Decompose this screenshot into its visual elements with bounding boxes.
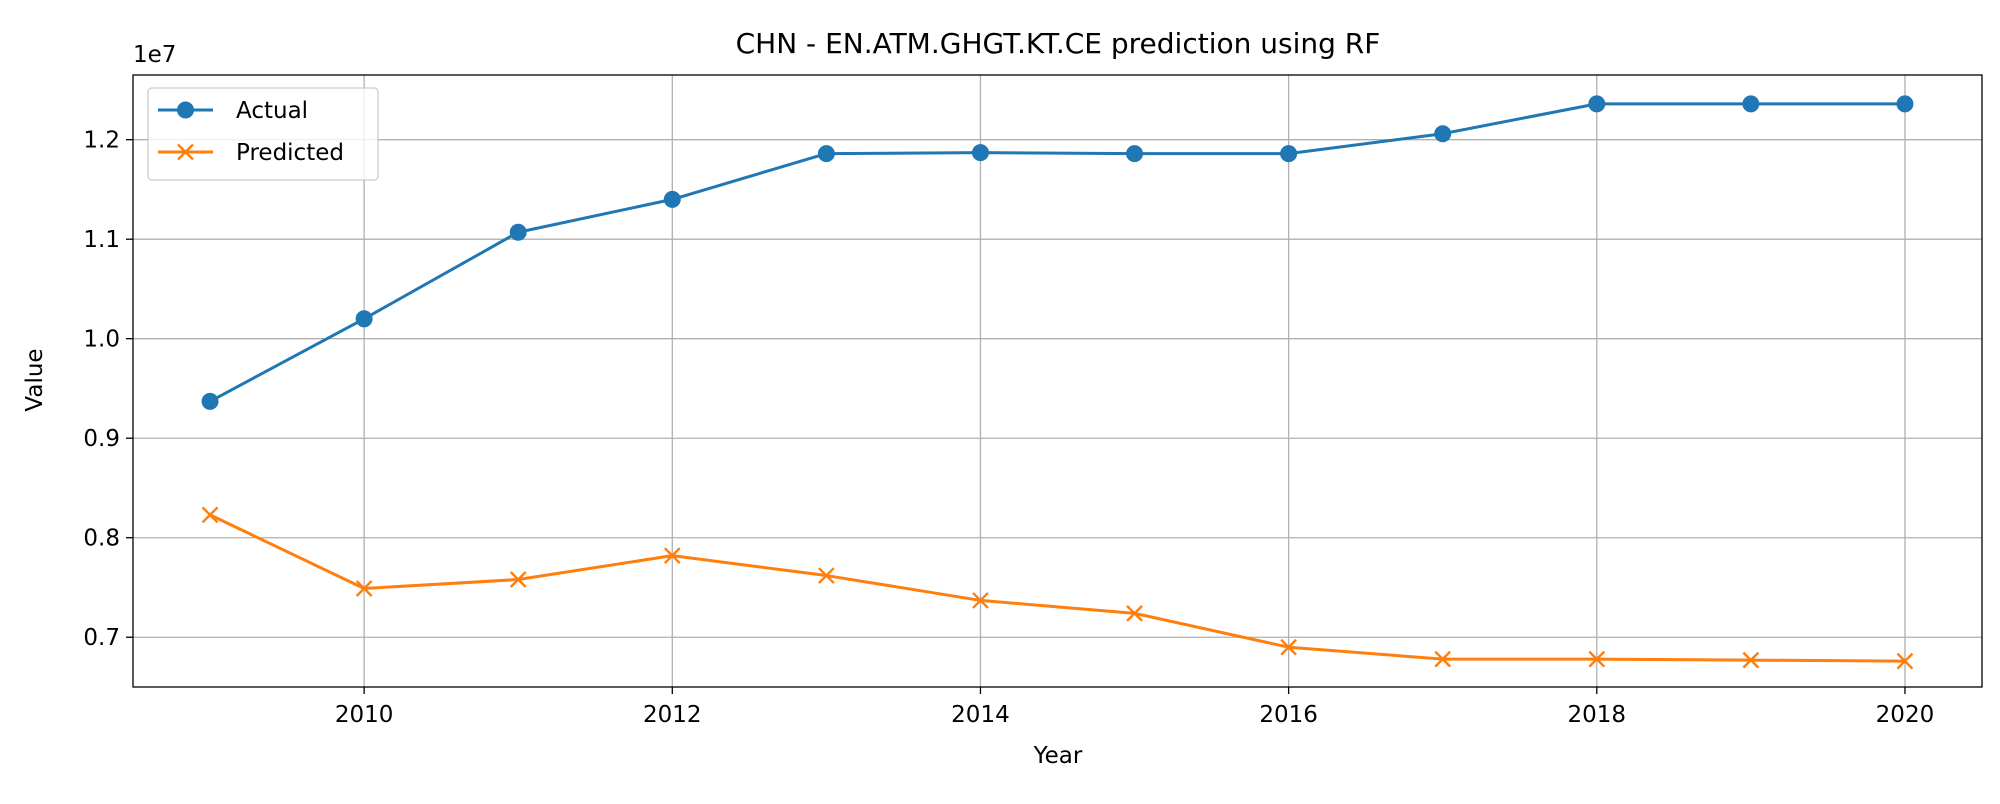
series-actual [201, 95, 1914, 410]
data-point-actual [1280, 145, 1298, 163]
grid [133, 75, 1982, 687]
data-point-predicted [1280, 638, 1297, 656]
data-point-actual [817, 145, 835, 163]
data-point-predicted [1742, 651, 1760, 669]
series-line-actual [209, 102, 1905, 403]
data-point-actual [201, 392, 219, 410]
series-predicted [201, 506, 1914, 670]
x-tick-label: 2018 [1568, 702, 1627, 728]
x-tick-label: 2010 [335, 702, 394, 728]
data-point-actual [509, 223, 527, 241]
legend-label: Predicted [236, 140, 344, 166]
data-point-predicted [201, 506, 219, 524]
data-point-predicted [355, 580, 373, 597]
legend-item-actual: Actual [158, 98, 308, 124]
y-tick-label: 1.1 [83, 227, 120, 253]
legend: Actual Predicted [147, 87, 379, 181]
data-point-predicted [509, 571, 527, 588]
y-axis-offset-label: 1e7 [133, 42, 176, 68]
x-tick-label: 2012 [643, 702, 702, 728]
x-tick-label: 2016 [1259, 702, 1318, 728]
legend-marker [177, 143, 194, 161]
data-point-actual [1742, 95, 1760, 113]
data-point-predicted [663, 547, 681, 564]
legend-label: Actual [236, 98, 308, 124]
data-point-predicted [972, 592, 989, 609]
plot-area-frame [132, 74, 1983, 688]
x-tick-label: 2014 [951, 702, 1010, 728]
legend-item-predicted: Predicted [158, 140, 344, 166]
series-layer [201, 95, 1914, 670]
data-point-actual [1126, 145, 1144, 163]
x-tick-label: 2020 [1876, 702, 1935, 728]
legend-marker [177, 101, 194, 119]
y-tick-label: 1.0 [83, 327, 120, 353]
data-point-predicted [1434, 650, 1452, 668]
axis-ticks: 2010 2012 2014 2016 2018 2020 0.7 0.8 0.9 1.0 1.1 1… [83, 128, 1934, 728]
data-point-predicted [818, 567, 835, 584]
data-point-actual [971, 144, 989, 162]
y-tick-label: 0.8 [83, 526, 120, 552]
y-tick-label: 1.2 [83, 128, 120, 154]
data-point-actual [355, 310, 373, 328]
y-tick-label: 0.9 [83, 426, 120, 452]
data-point-predicted [1896, 652, 1914, 670]
data-point-predicted [1126, 605, 1143, 622]
data-point-actual [663, 190, 681, 208]
data-point-predicted [1588, 650, 1606, 668]
y-axis-label: Value [22, 348, 48, 411]
series-line-predicted [209, 513, 1905, 663]
data-point-actual [1434, 125, 1452, 143]
data-point-actual [1896, 95, 1914, 113]
data-point-actual [1588, 95, 1606, 113]
chart-title: CHN - EN.ATM.GHGT.KT.CE prediction using… [736, 27, 1381, 60]
y-tick-label: 0.7 [83, 625, 120, 651]
x-axis-label: Year [1033, 743, 1083, 769]
